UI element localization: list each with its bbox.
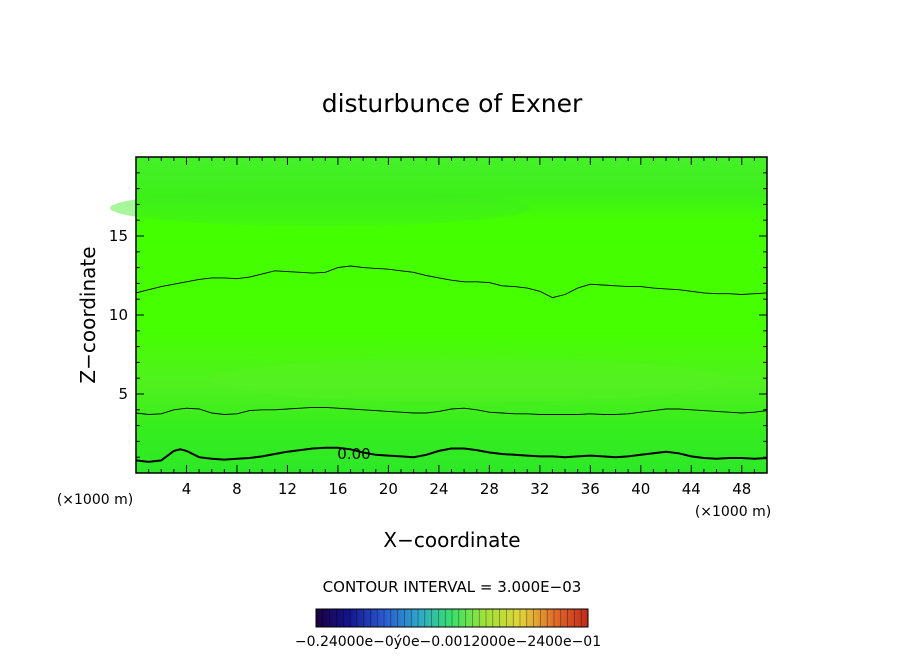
contour-line-0 [135, 446, 768, 463]
plot-area [136, 157, 767, 473]
y-unit-label: (×1000 m) [57, 492, 133, 508]
contour-line-1 [135, 406, 768, 415]
contour-lines [135, 265, 768, 463]
x-tick-label-2: 12 [278, 480, 297, 498]
x-tick-label-9: 40 [631, 480, 650, 498]
x-tick-label-11: 48 [732, 480, 751, 498]
y-tick-label-0: 5 [118, 385, 128, 403]
x-tick-label-6: 28 [480, 480, 499, 498]
contour-line-2 [135, 265, 768, 299]
x-tick-label-5: 24 [429, 480, 448, 498]
x-axis-label: X−coordinate [383, 528, 520, 552]
y-axis-label: Z−coordinate [76, 246, 100, 383]
colorbar-labels: −0.24000e−0ý0e−0.0012000e−2400e−01 [295, 634, 601, 650]
chart-title: disturbunce of Exner [322, 89, 583, 118]
x-tick-label-10: 44 [682, 480, 701, 498]
y-tick-label-1: 10 [109, 306, 128, 324]
field-patch-upper [110, 190, 530, 226]
x-tick-label-0: 4 [182, 480, 192, 498]
x-tick-label-8: 36 [581, 480, 600, 498]
contour-zero-label: 0.00 [337, 445, 370, 463]
x-unit-label: (×1000 m) [695, 504, 771, 520]
x-tick-label-3: 16 [328, 480, 347, 498]
y-tick-label-2: 15 [109, 227, 128, 245]
x-tick-label-1: 8 [232, 480, 242, 498]
contour-interval-note: CONTOUR INTERVAL = 3.000E−03 [323, 578, 582, 596]
colorbar-stripes [322, 609, 582, 627]
x-tick-label-7: 32 [530, 480, 549, 498]
colorbar-frame [315, 608, 589, 628]
field-patch-lower [210, 358, 730, 402]
x-tick-label-4: 20 [379, 480, 398, 498]
